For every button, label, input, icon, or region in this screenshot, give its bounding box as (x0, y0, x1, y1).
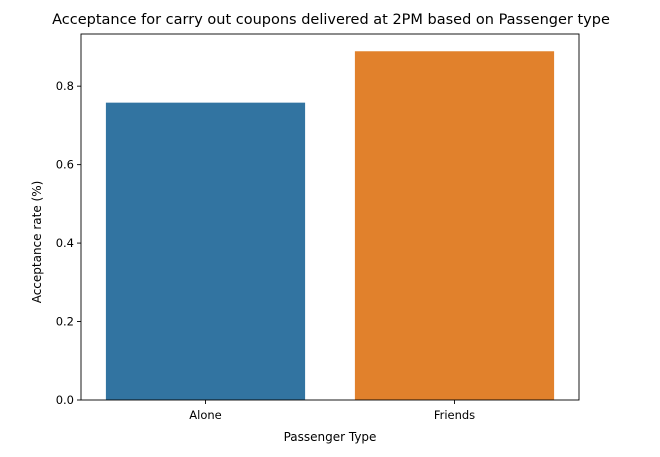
x-axis-ticks: Alone Friends (189, 400, 475, 422)
plot-frame (80, 33, 580, 401)
bars-layer (105, 51, 555, 401)
bar-alone (105, 102, 306, 400)
x-axis-label: Passenger Type (284, 430, 377, 444)
bar-friends (354, 51, 555, 401)
y-tick-label: 0.4 (56, 236, 74, 250)
x-tick-label: Alone (189, 408, 221, 422)
x-tick-label: Friends (434, 408, 475, 422)
y-tick-label: 0.8 (56, 79, 74, 93)
y-axis-ticks: 0.0 0.2 0.4 0.6 0.8 (56, 79, 81, 407)
y-tick-label: 0.6 (56, 158, 74, 172)
y-tick-label: 0.0 (56, 393, 74, 407)
y-axis-label: Acceptance rate (%) (30, 181, 44, 304)
chart-title: Acceptance for carry out coupons deliver… (52, 12, 610, 28)
y-tick-label: 0.2 (56, 315, 74, 329)
